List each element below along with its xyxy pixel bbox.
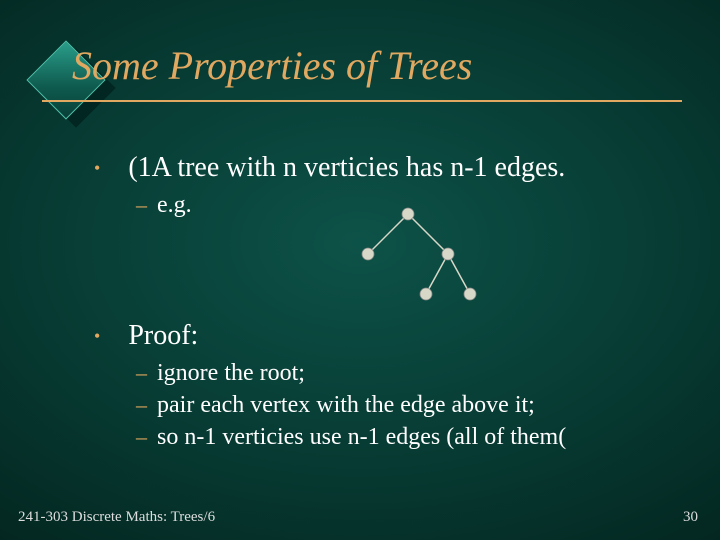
footer-left: 241-303 Discrete Maths: Trees/6 [18,509,215,526]
sub-dash: – [136,390,147,420]
bullet-marker: • [94,150,100,186]
footer-page-number: 30 [683,509,698,526]
sub-text: so n-1 verticies use n-1 edges (all of t… [157,422,566,452]
sub-text: pair each vertex with the edge above it; [157,390,535,420]
sub-bullet-item: – ignore the root; [136,358,674,388]
tree-edges [368,214,470,294]
slide-title: Some Properties of Trees [72,42,472,89]
sub-dash: – [136,422,147,452]
proof-block: • Proof: – ignore the root; – pair each … [94,318,674,452]
tree-diagram [318,202,498,312]
title-underline [42,100,682,102]
bullet-item: • (1A tree with n verticies has n-1 edge… [94,150,674,186]
sub-text: ignore the root; [157,358,305,388]
bullet-item: • Proof: [94,318,674,354]
sub-dash: – [136,190,147,220]
proof-label: Proof: [128,318,198,354]
tree-nodes [362,208,476,300]
bullet-text: (1A tree with n verticies has n-1 edges. [128,150,565,186]
sub-bullet-item: – pair each vertex with the edge above i… [136,390,674,420]
sub-text: e.g. [157,190,192,220]
sub-bullet-item: – so n-1 verticies use n-1 edges (all of… [136,422,674,452]
bullet-marker: • [94,318,100,354]
sub-dash: – [136,358,147,388]
